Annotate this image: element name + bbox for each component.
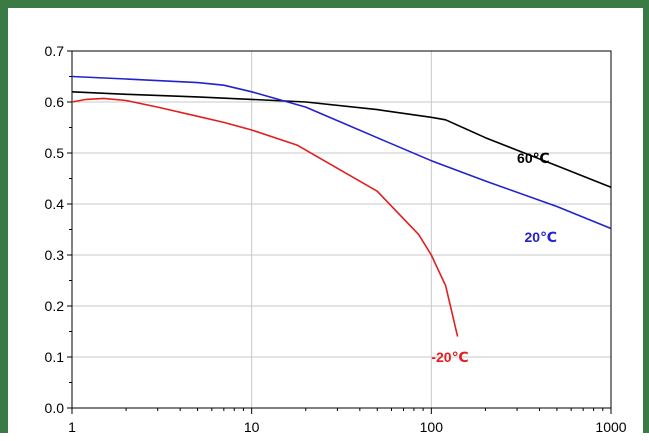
x-tick-label: 10 [244, 419, 260, 435]
series-line [71, 97, 459, 337]
series-line [71, 91, 612, 188]
series-label: 60℃ [517, 150, 550, 166]
y-tick-label: 0.2 [45, 298, 65, 314]
plot-area-border [71, 50, 612, 409]
series-labels: 60℃ 20℃ -20℃ [431, 150, 557, 365]
y-tick-label: 0.1 [45, 349, 65, 365]
y-tick-label: 0.6 [45, 94, 65, 110]
y-tick-label: 0.4 [45, 196, 65, 212]
y-tick-label: 0.5 [45, 145, 65, 161]
y-tick-label: 0.7 [45, 43, 65, 59]
series-label: -20℃ [431, 349, 468, 365]
series-lines [71, 75, 612, 337]
grid [72, 51, 611, 408]
series-label: 20℃ [524, 229, 557, 245]
x-tick-label: 100 [420, 419, 444, 435]
series-line [71, 75, 612, 230]
axes: 0.0 0.1 0.2 0.3 0.4 0.5 0.6 0.7 1 10 100 1000 [45, 43, 627, 435]
line-chart: 0.0 0.1 0.2 0.3 0.4 0.5 0.6 0.7 1 10 100 1000 60℃ 20… [45, 43, 627, 435]
y-tick-label: 0.3 [45, 247, 65, 263]
y-tick-label: 0.0 [45, 400, 65, 416]
x-tick-label: 1 [68, 419, 76, 435]
x-tick-label: 1000 [595, 419, 626, 435]
